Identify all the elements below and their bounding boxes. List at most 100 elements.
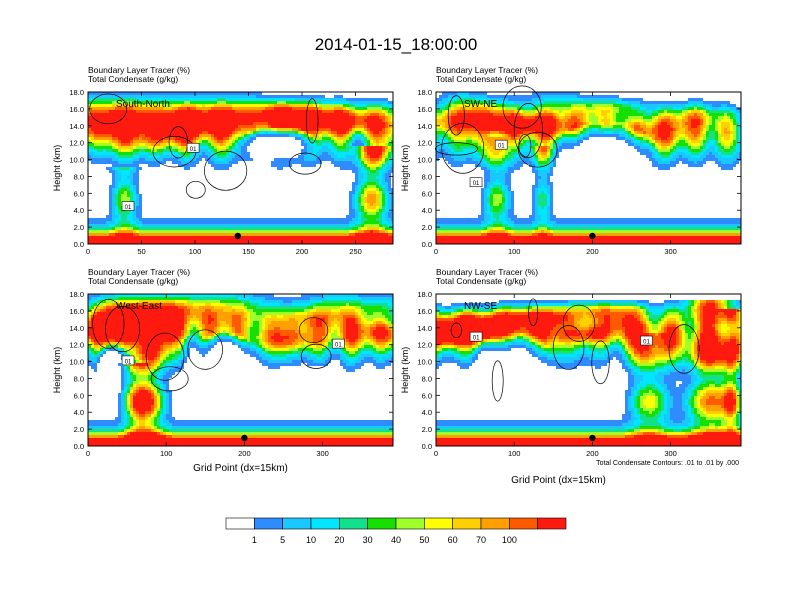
heatmap-cell	[121, 176, 124, 179]
heatmap-cell	[310, 230, 313, 233]
heatmap-cell	[538, 119, 541, 122]
heatmap-cell	[472, 131, 475, 134]
heatmap-cell	[328, 227, 331, 230]
heatmap-cell	[127, 158, 130, 161]
heatmap-cell	[304, 137, 307, 140]
heatmap-cell	[214, 104, 217, 107]
heatmap-cell	[334, 152, 337, 155]
heatmap-cell	[301, 224, 304, 227]
heatmap-cell	[307, 149, 310, 152]
heatmap-cell	[229, 233, 232, 236]
heatmap-cell	[256, 122, 259, 125]
heatmap-cell	[601, 98, 604, 101]
heatmap-cell	[391, 227, 393, 230]
heatmap-cell	[370, 170, 373, 173]
heatmap-cell	[271, 218, 274, 221]
heatmap-cell	[151, 242, 154, 244]
heatmap-cell	[364, 122, 367, 125]
heatmap-cell	[109, 203, 112, 206]
heatmap-cell	[223, 116, 226, 119]
heatmap-cell	[229, 110, 232, 113]
heatmap-cell	[244, 125, 247, 128]
heatmap-cell	[184, 224, 187, 227]
heatmap-cell	[172, 125, 175, 128]
heatmap-cell	[577, 128, 580, 131]
heatmap-cell	[211, 131, 214, 134]
heatmap-cell	[574, 116, 577, 119]
heatmap-cell	[307, 161, 310, 164]
heatmap-cell	[139, 95, 142, 98]
heatmap-cell	[436, 113, 439, 116]
heatmap-cell	[229, 242, 232, 244]
heatmap-cell	[616, 113, 619, 116]
heatmap-cell	[598, 128, 601, 131]
heatmap-cell	[121, 143, 124, 146]
heatmap-cell	[298, 236, 301, 239]
heatmap-cell	[115, 122, 118, 125]
heatmap-cell	[133, 197, 136, 200]
heatmap-cell	[115, 212, 118, 215]
heatmap-cell	[439, 95, 442, 98]
heatmap-cell	[385, 170, 388, 173]
heatmap-cell	[544, 128, 547, 131]
heatmap-cell	[94, 113, 97, 116]
heatmap-cell	[277, 128, 280, 131]
heatmap-cell	[715, 116, 718, 119]
heatmap-cell	[145, 233, 148, 236]
heatmap-cell	[379, 206, 382, 209]
heatmap-cell	[367, 164, 370, 167]
heatmap-cell	[391, 212, 393, 215]
heatmap-cell	[694, 119, 697, 122]
heatmap-cell	[241, 152, 244, 155]
heatmap-cell	[112, 149, 115, 152]
heatmap-cell	[586, 131, 589, 134]
heatmap-cell	[373, 239, 376, 242]
heatmap-cell	[151, 98, 154, 101]
heatmap-cell	[115, 95, 118, 98]
heatmap-cell	[535, 125, 538, 128]
heatmap-cell	[109, 206, 112, 209]
heatmap-cell	[496, 101, 499, 104]
heatmap-cell	[352, 104, 355, 107]
heatmap-cell	[235, 242, 238, 244]
heatmap-cell	[136, 164, 139, 167]
heatmap-cell	[310, 119, 313, 122]
heatmap-cell	[511, 98, 514, 101]
heatmap-cell	[130, 194, 133, 197]
heatmap-cell	[124, 173, 127, 176]
heatmap-cell	[181, 92, 184, 95]
heatmap-cell	[367, 140, 370, 143]
heatmap-cell	[109, 116, 112, 119]
heatmap-cell	[310, 116, 313, 119]
heatmap-cell	[262, 242, 265, 244]
heatmap-cell	[733, 119, 736, 122]
heatmap-cell	[691, 113, 694, 116]
heatmap-cell	[736, 128, 739, 131]
heatmap-cell	[283, 227, 286, 230]
heatmap-cell	[391, 221, 393, 224]
heatmap-cell	[562, 122, 565, 125]
heatmap-cell	[658, 113, 661, 116]
heatmap-cell	[634, 122, 637, 125]
heatmap-cell	[523, 125, 526, 128]
heatmap-cell	[220, 236, 223, 239]
heatmap-cell	[376, 200, 379, 203]
heatmap-cell	[106, 236, 109, 239]
heatmap-cell	[514, 95, 517, 98]
heatmap-cell	[343, 104, 346, 107]
heatmap-cell	[283, 128, 286, 131]
heatmap-cell	[166, 152, 169, 155]
heatmap-cell	[244, 152, 247, 155]
heatmap-cell	[235, 95, 238, 98]
heatmap-cell	[337, 218, 340, 221]
heatmap-cell	[316, 221, 319, 224]
heatmap-cell	[127, 173, 130, 176]
heatmap-cell	[130, 131, 133, 134]
heatmap-cell	[157, 230, 160, 233]
heatmap-cell	[694, 98, 697, 101]
heatmap-cell	[115, 152, 118, 155]
heatmap-cell	[655, 113, 658, 116]
heatmap-cell	[265, 95, 268, 98]
heatmap-cell	[154, 92, 157, 95]
heatmap-cell	[319, 110, 322, 113]
